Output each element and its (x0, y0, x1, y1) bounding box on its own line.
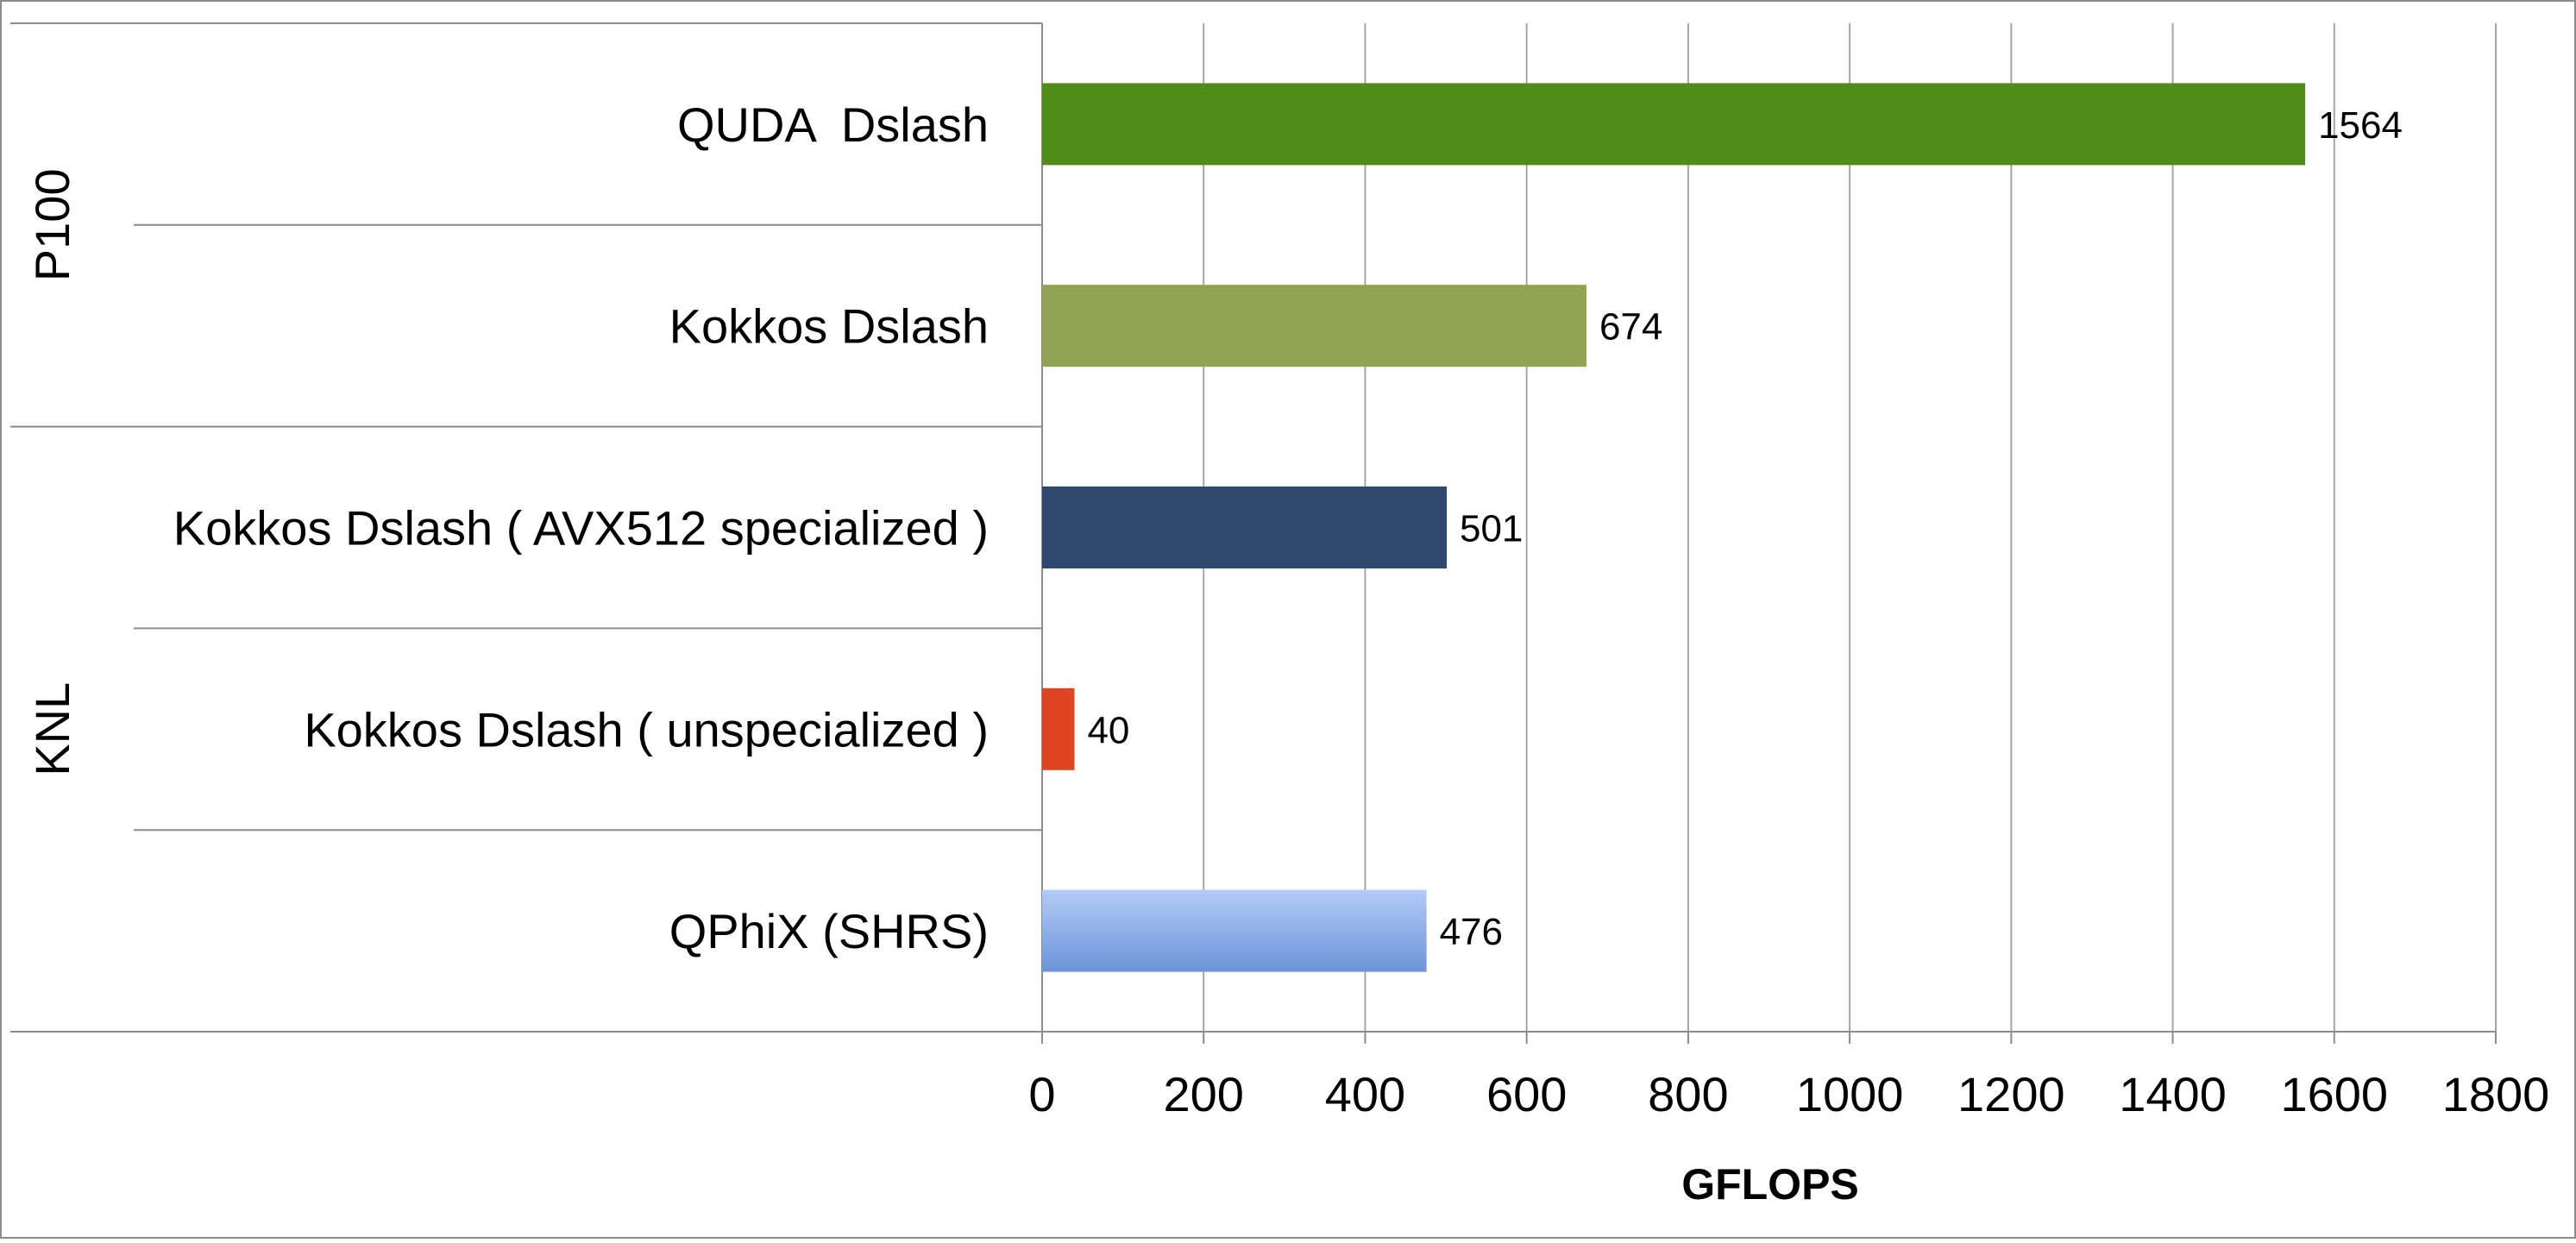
data-label: 501 (1460, 508, 1523, 550)
category-label: Kokkos Dslash ( AVX512 specialized ) (173, 501, 989, 556)
bars (1042, 83, 2306, 972)
group-label: KNL (25, 682, 79, 776)
x-tick-label: 200 (1164, 1067, 1244, 1121)
category-label: Kokkos Dslash (669, 299, 989, 354)
x-tick-label: 400 (1325, 1067, 1405, 1121)
x-tick-label: 800 (1648, 1067, 1728, 1121)
x-tick-label: 0 (1028, 1067, 1055, 1121)
x-tick-label: 600 (1486, 1067, 1567, 1121)
category-frame (10, 22, 2496, 1033)
group-label: P100 (25, 168, 79, 281)
category-label: Kokkos Dslash ( unspecialized ) (304, 702, 989, 756)
data-label: 1564 (2318, 104, 2403, 147)
x-tick-label: 1000 (1796, 1067, 1904, 1121)
bar (1042, 889, 1427, 972)
data-label: 674 (1599, 306, 1662, 348)
bar (1042, 285, 1586, 367)
bar (1042, 487, 1447, 568)
x-tick-label: 1400 (2119, 1067, 2227, 1121)
x-axis-title: GFLOPS (1681, 1160, 1859, 1208)
x-tick-label: 1200 (1957, 1067, 2065, 1121)
data-label: 40 (1087, 709, 1129, 751)
x-tick-label: 1800 (2442, 1067, 2550, 1121)
data-label: 476 (1440, 911, 1503, 953)
category-label: QPhiX (SHRS) (669, 904, 989, 958)
bar (1042, 687, 1075, 770)
labels: 0 200 400 600 800 1000 1200 1400 1600 1800 P100 KNL… (25, 97, 2549, 1121)
bar (1042, 83, 2306, 166)
category-label: QUDA Dslash (677, 97, 989, 152)
x-tick-label: 1600 (2280, 1067, 2388, 1121)
